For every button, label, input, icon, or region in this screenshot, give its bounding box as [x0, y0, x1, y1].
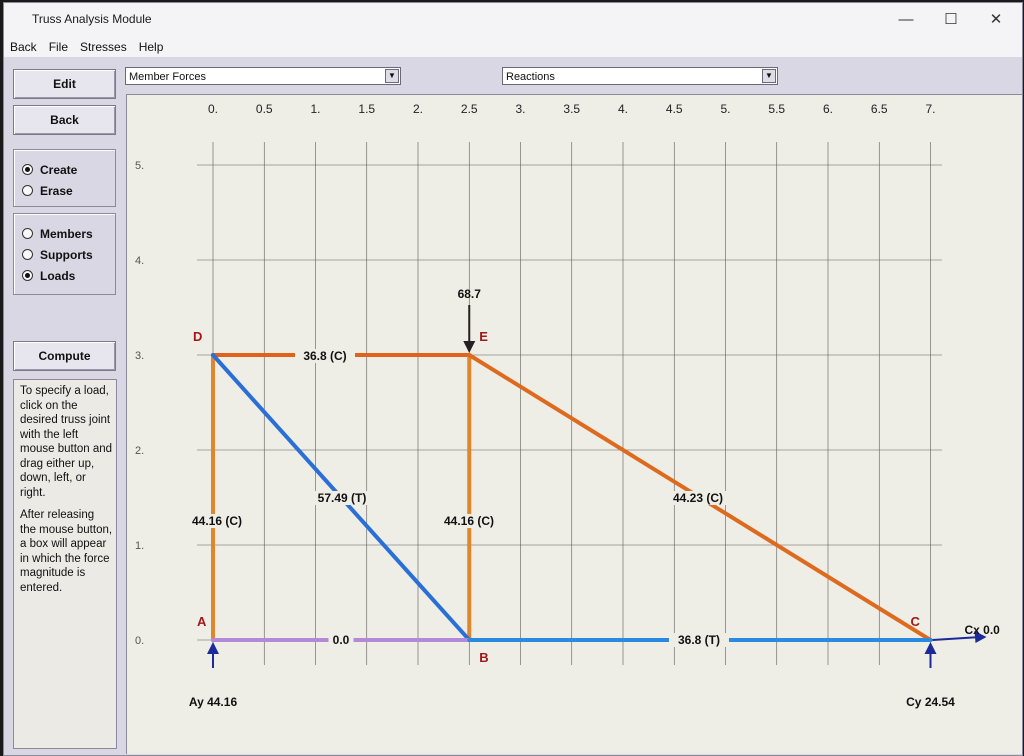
member-force-label: 36.8 (C) [303, 349, 346, 363]
y-tick-label: 4. [135, 255, 144, 267]
reaction-label-Cx: Cx 0.0 [965, 623, 1001, 637]
x-tick-label: 6.5 [871, 102, 888, 116]
title-bar: Truss Analysis Module — ☐ ✕ [4, 3, 1022, 37]
radio-erase-dot [22, 185, 33, 196]
y-tick-label: 3. [135, 350, 144, 362]
radio-members-dot [22, 228, 33, 239]
member-force-label: 44.16 (C) [444, 514, 494, 528]
x-tick-label: 2. [413, 102, 423, 116]
radio-create-label: Create [40, 163, 78, 177]
minimize-icon[interactable]: — [898, 11, 914, 28]
menu-back[interactable]: Back [10, 40, 37, 54]
radio-supports-label: Supports [40, 248, 93, 262]
reaction-arrow-Cx [932, 636, 981, 641]
load-arrow-head [463, 341, 476, 353]
x-tick-label: 1. [310, 102, 320, 116]
load-value-label: 68.7 [458, 287, 482, 301]
radio-erase-label: Erase [40, 184, 73, 198]
member-force-label: 36.8 (T) [678, 633, 720, 647]
x-tick-label: 7. [925, 102, 935, 116]
truss-analysis-window: Truss Analysis Module — ☐ ✕ Back File Stre… [3, 2, 1023, 756]
close-icon[interactable]: ✕ [989, 11, 1003, 28]
x-tick-label: 3. [515, 102, 525, 116]
member-force-label: 0.0 [333, 633, 350, 647]
member-label-background [183, 514, 251, 528]
radio-loads-label: Loads [40, 269, 76, 283]
maximize-icon[interactable]: ☐ [944, 11, 958, 28]
y-tick-label: 5. [135, 160, 144, 172]
entity-group: Members Supports Loads [13, 213, 116, 295]
radio-members-label: Members [40, 227, 93, 241]
y-tick-label: 1. [135, 540, 144, 552]
menu-stresses[interactable]: Stresses [80, 40, 127, 54]
help-text-box: To specify a load, click on the desired … [13, 379, 117, 749]
reaction-label-Ay: Ay 44.16 [189, 695, 238, 709]
joint-label-C: C [911, 614, 921, 629]
menu-help[interactable]: Help [138, 40, 164, 54]
x-tick-label: 0. [208, 102, 218, 116]
y-tick-label: 0. [135, 635, 144, 647]
menu-file[interactable]: File [48, 40, 69, 54]
member-force-label: 44.23 (C) [673, 491, 723, 505]
member-label-background [669, 633, 729, 647]
radio-members[interactable]: Members [22, 226, 93, 242]
compute-button[interactable]: Compute [13, 341, 116, 371]
joint-label-E: E [479, 329, 488, 344]
radio-supports[interactable]: Supports [22, 247, 93, 263]
reaction-arrowhead-Cy [924, 642, 937, 654]
reaction-arrowhead-Cx [974, 631, 987, 643]
window-title: Truss Analysis Module [32, 12, 152, 26]
x-tick-label: 1.5 [358, 102, 375, 116]
joint-label-D: D [193, 329, 202, 344]
x-tick-label: 4. [618, 102, 628, 116]
menu-bar: Back File Stresses Help [4, 37, 1022, 57]
help-paragraph-2: After releasing the mouse button, a box … [20, 509, 113, 594]
member-forces-value: Member Forces [129, 71, 207, 83]
x-tick-label: 3.5 [563, 102, 580, 116]
radio-supports-dot [22, 249, 33, 260]
radio-erase[interactable]: Erase [22, 183, 73, 199]
truss-canvas[interactable]: 0. 0.5 1. 1.5 2. 2.5 3. 3.5 4. 4.5 5. 5.5 6. 6.5 7. 0. 1… [126, 94, 1023, 754]
mode-group: Create Erase [13, 149, 116, 207]
joint-label-B: B [479, 650, 488, 665]
member-force-label: 44.16 (C) [192, 514, 242, 528]
y-tick-label: 2. [135, 445, 144, 457]
radio-create[interactable]: Create [22, 162, 77, 178]
member-label-background [295, 349, 355, 363]
edit-button[interactable]: Edit [13, 69, 116, 99]
chevron-down-icon[interactable]: ▼ [385, 69, 399, 83]
reaction-label-Cy: Cy 24.54 [906, 695, 955, 709]
member-label-background [435, 514, 503, 528]
back-button[interactable]: Back [13, 105, 116, 135]
truss-drawing[interactable]: 0. 0.5 1. 1.5 2. 2.5 3. 3.5 4. 4.5 5. 5.5 6. 6.5 7. 0. 1… [127, 95, 1023, 754]
x-tick-label: 5.5 [768, 102, 785, 116]
x-tick-label: 4.5 [666, 102, 683, 116]
member-force-label: 57.49 (T) [318, 491, 367, 505]
radio-loads[interactable]: Loads [22, 268, 75, 284]
reactions-dropdown[interactable]: Reactions ▼ [502, 67, 778, 85]
radio-loads-dot [22, 270, 33, 281]
member-label-background [308, 491, 376, 505]
x-tick-label: 2.5 [461, 102, 478, 116]
reaction-arrowhead-Ay [207, 642, 219, 654]
x-tick-label: 5. [720, 102, 730, 116]
member-label-background [328, 633, 354, 647]
reactions-value: Reactions [506, 71, 555, 83]
radio-create-dot [22, 164, 33, 175]
x-tick-label: 6. [823, 102, 833, 116]
x-tick-label: 0.5 [256, 102, 273, 116]
chevron-down-icon[interactable]: ▼ [762, 69, 776, 83]
joint-label-A: A [197, 614, 207, 629]
left-panel: Edit Back Create Erase Members Supports … [4, 57, 124, 755]
member-forces-dropdown[interactable]: Member Forces ▼ [125, 67, 401, 85]
member-label-background [664, 491, 732, 505]
help-paragraph-1: To specify a load, click on the desired … [20, 385, 113, 499]
